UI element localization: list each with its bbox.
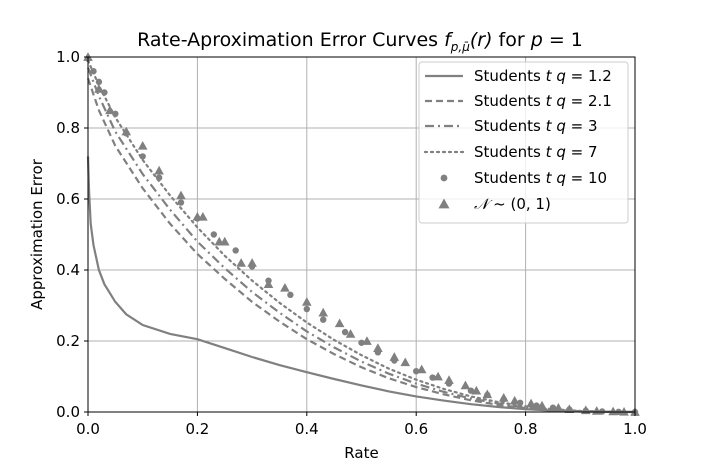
series-line	[86, 156, 636, 414]
data-point	[280, 282, 290, 292]
series-line	[86, 77, 636, 414]
x-tick-label: 0.6	[404, 420, 428, 438]
data-point	[247, 258, 257, 267]
data-point	[444, 375, 454, 384]
data-point	[526, 398, 536, 408]
data-point	[537, 400, 547, 410]
data-point	[236, 258, 246, 267]
data-point	[580, 405, 591, 415]
data-point	[121, 126, 132, 136]
x-tick-label: 0.0	[76, 420, 100, 438]
data-point	[198, 211, 208, 221]
data-point	[112, 110, 119, 118]
data-point	[303, 305, 310, 313]
data-point	[302, 297, 312, 306]
data-point	[176, 190, 186, 200]
data-point	[482, 389, 493, 399]
legend-label-q10: Students t q = 10	[474, 169, 607, 187]
data-point	[389, 352, 400, 361]
data-point	[433, 371, 443, 381]
data-point	[154, 165, 164, 175]
data-point	[139, 153, 146, 160]
y-tick-label: 0.4	[56, 261, 80, 279]
data-point	[591, 406, 602, 415]
x-tick-label: 1.0	[623, 420, 647, 438]
data-point	[90, 68, 97, 75]
data-point	[318, 307, 329, 317]
legend: Students t q = 1.2 Students t q = 2.1 St…	[418, 61, 629, 224]
data-point	[155, 174, 163, 181]
axes-frame	[87, 56, 636, 413]
legend-label-q3: Students t q = 3	[474, 117, 598, 135]
axis-ticks: 0.0 0.2 0.4 0.6 0.8 1.0 0.0 0.2 0.4 0.6 0.8 1.0	[56, 48, 647, 438]
data-point	[105, 105, 115, 115]
legend-samples	[423, 74, 465, 209]
data-point	[619, 407, 629, 416]
data-point	[263, 279, 274, 289]
data-point	[345, 329, 356, 338]
y-tick-label: 0.2	[56, 332, 80, 350]
data-point	[232, 247, 239, 254]
data-point	[320, 316, 327, 323]
data-point	[564, 404, 575, 413]
data-point	[553, 402, 564, 412]
legend-marker-normal	[438, 198, 450, 209]
legend-label-q2-1: Students t q = 2.1	[474, 92, 612, 110]
chart-title: Rate-Aproximation Error Curves fp,μ̄(r) …	[137, 29, 583, 54]
data-point	[137, 140, 148, 150]
legend-label-q7: Students t q = 7	[474, 143, 598, 161]
legend-marker-q10	[440, 174, 448, 182]
series-q1-2	[86, 156, 636, 414]
data-point	[416, 364, 427, 374]
legend-label-normal: 𝒩 ~ (0, 1)	[474, 195, 551, 213]
data-point	[598, 408, 606, 415]
data-point	[95, 78, 103, 86]
y-tick-label: 0.8	[56, 119, 80, 137]
x-tick-label: 0.8	[514, 420, 538, 438]
data-point	[549, 404, 557, 411]
data-point	[287, 291, 294, 299]
data-point	[219, 236, 230, 246]
data-point	[373, 343, 383, 352]
data-point	[509, 395, 520, 405]
data-point	[498, 393, 509, 402]
y-tick-label: 0.6	[56, 190, 80, 208]
legend-box	[418, 61, 629, 224]
data-point	[210, 231, 218, 238]
x-axis-label: Rate	[344, 444, 378, 462]
data-point	[400, 357, 411, 367]
legend-label-q1-2: Students t q = 1.2	[474, 67, 612, 85]
data-point	[362, 336, 372, 345]
data-point	[94, 84, 104, 93]
data-point	[101, 89, 108, 96]
plot-area	[83, 52, 640, 416]
y-tick-label: 1.0	[56, 48, 80, 66]
data-point	[334, 318, 345, 328]
y-tick-label: 0.0	[56, 403, 80, 421]
data-point	[177, 199, 185, 206]
series-normal	[83, 52, 640, 416]
x-tick-label: 0.4	[295, 420, 319, 438]
x-tick-label: 0.2	[185, 420, 209, 438]
data-point	[471, 385, 482, 395]
y-axis-label: Approximation Error	[28, 158, 46, 310]
series-q2-1	[86, 77, 636, 414]
data-point	[608, 406, 618, 416]
data-point	[460, 380, 471, 390]
data-point	[341, 328, 349, 336]
